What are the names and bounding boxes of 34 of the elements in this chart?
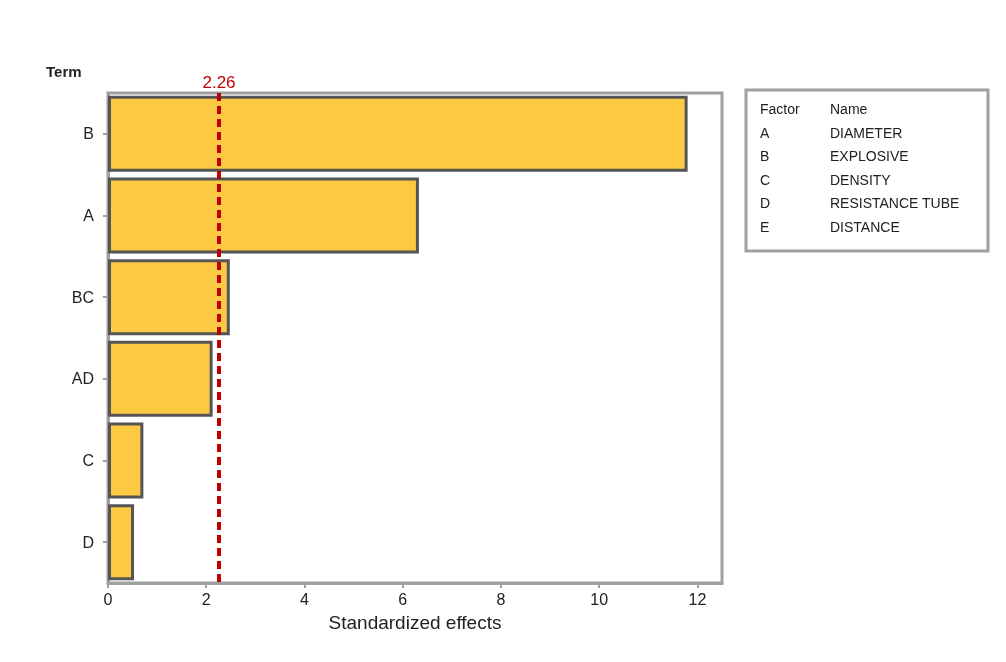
y-tick-label: BC: [71, 288, 94, 306]
text: E: [760, 218, 770, 235]
x-tick-label: 6: [398, 590, 408, 608]
text: A: [760, 124, 770, 141]
bar: [108, 95, 688, 172]
bar: [108, 177, 419, 254]
text: DIAMETER: [830, 124, 903, 141]
y-tick-label: D: [82, 533, 94, 551]
text: B: [760, 148, 770, 164]
x-tick-label: 12: [688, 590, 707, 608]
x-axis-title: Standardized effects: [328, 612, 502, 633]
text: EXPLOSIVE: [830, 148, 909, 164]
text: C: [760, 171, 771, 188]
y-axis-title: Term: [46, 63, 82, 80]
text: RESISTANCE TUBE: [830, 195, 960, 211]
y-tick-label: A: [83, 207, 95, 224]
ref-line-label: 2.26: [202, 73, 236, 92]
bar: [108, 340, 213, 417]
y-tick-label: C: [82, 452, 94, 469]
x-tick-label: 4: [300, 590, 310, 608]
x-tick-label: 10: [590, 590, 609, 608]
text: Factor: [760, 101, 801, 117]
text: DENSITY: [830, 171, 892, 188]
bar: [108, 504, 135, 581]
bar: [108, 259, 230, 336]
text: DISTANCE: [830, 218, 900, 235]
text: D: [760, 195, 771, 211]
text: Name: [830, 101, 868, 117]
y-tick-label: B: [83, 125, 94, 143]
bar: [108, 422, 144, 499]
y-tick-label: AD: [71, 370, 94, 388]
x-tick-label: 0: [103, 590, 113, 608]
x-tick-label: 8: [496, 590, 506, 608]
x-tick-label: 2: [201, 590, 211, 608]
